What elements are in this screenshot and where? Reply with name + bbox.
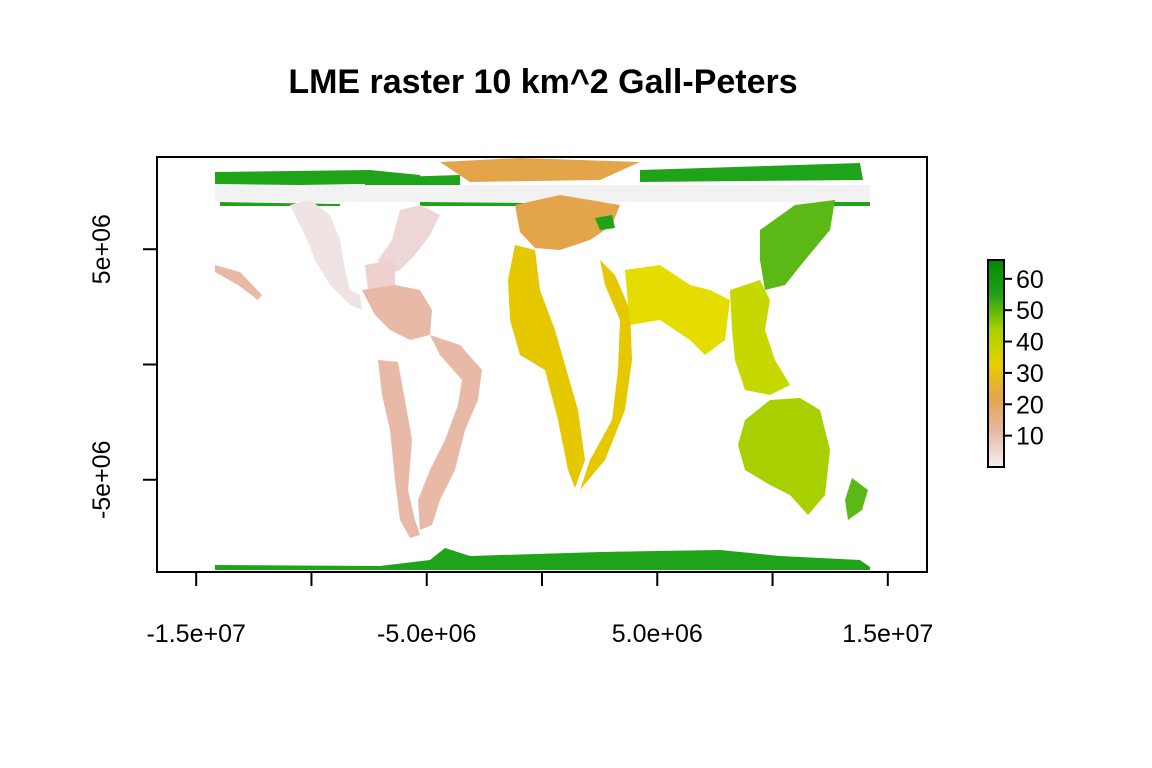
antarctic-band (215, 548, 870, 570)
africa-east-coast (580, 260, 632, 490)
arctic-band-barents (440, 158, 640, 182)
indian-ocean-north (625, 265, 730, 355)
black-sea (595, 215, 615, 230)
x-axis: -1.5e+07 -5.0e+06 5.0e+06 1.5e+07 (146, 571, 933, 648)
europe-mediterranean (515, 195, 620, 250)
legend-tick-label: 30 (1016, 360, 1044, 388)
y-axis: -5e+06 5e+06 (88, 214, 158, 520)
legend-tick-label: 50 (1016, 297, 1044, 325)
color-legend: 10 20 30 40 50 60 (987, 259, 1044, 468)
x-tick-label: -5.0e+06 (377, 620, 476, 648)
arctic-whitish-strip (215, 185, 870, 202)
x-tick-label: 5.0e+06 (612, 620, 703, 648)
arctic-band-mid (365, 175, 460, 186)
south-america-west-coast (378, 360, 420, 538)
legend-tick-label: 20 (1016, 391, 1044, 419)
x-tick-label: -1.5e+07 (146, 620, 245, 648)
legend-tick-label: 10 (1016, 423, 1044, 451)
north-america-east-coast (378, 205, 440, 275)
legend-tick-label: 40 (1016, 329, 1044, 357)
y-tick-label: 5e+06 (88, 214, 116, 284)
southeast-asia (730, 280, 790, 395)
x-tick-label: 1.5e+07 (842, 620, 933, 648)
arctic-band-siberia (640, 163, 863, 182)
north-america-west-coast (290, 200, 362, 310)
south-america-east-coast (418, 335, 482, 530)
plot-title: LME raster 10 km^2 Gall-Peters (288, 63, 797, 101)
arctic-band-canada-lower (220, 202, 340, 206)
lme-regions (215, 158, 870, 570)
legend-color-bar (987, 259, 1005, 468)
new-zealand-region (845, 478, 868, 520)
hawaii-region (215, 265, 262, 300)
legend-tick-label: 60 (1016, 266, 1044, 294)
caribbean-region (362, 285, 432, 340)
australia-region (738, 398, 830, 515)
east-asia-coast (760, 200, 835, 290)
arctic-band-lower (420, 202, 530, 206)
africa-west-coast (508, 245, 585, 488)
y-tick-label: -5e+06 (88, 441, 116, 520)
